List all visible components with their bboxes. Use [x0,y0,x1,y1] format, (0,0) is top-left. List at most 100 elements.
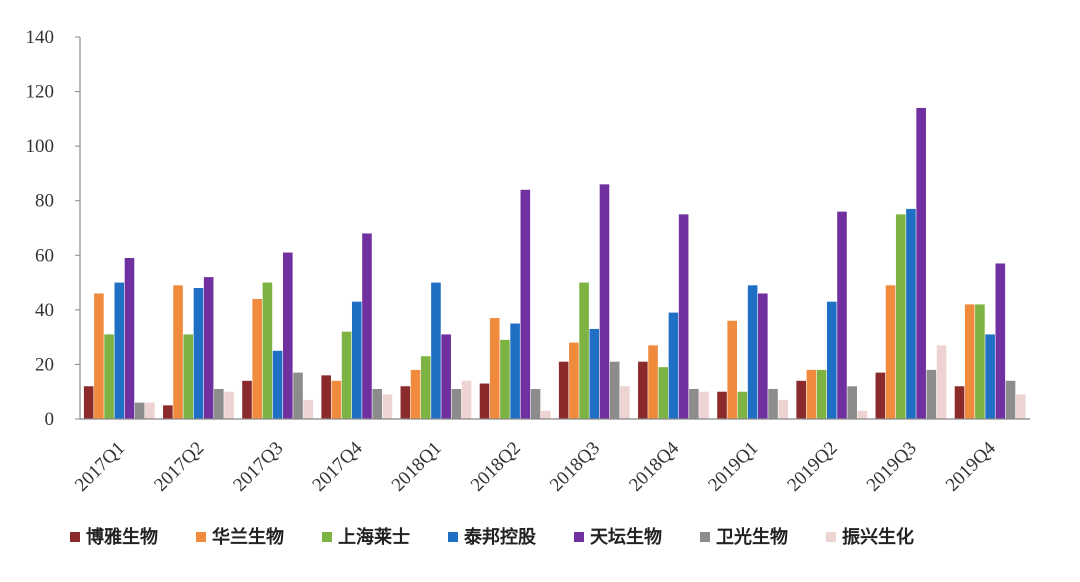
y-tick-label: 140 [26,27,55,48]
bar [451,388,462,419]
bar [272,350,283,419]
bar [431,282,441,419]
y-tick-label: 0 [45,409,55,430]
bar [995,263,1006,419]
bar [510,323,520,419]
bar [717,391,727,419]
x-tick-label: 2019Q1 [704,438,762,496]
bar [500,339,510,419]
bar [321,375,331,419]
bar [768,388,778,419]
bar [599,184,610,419]
bar [530,388,541,419]
bar [293,372,303,419]
bar [382,394,393,419]
x-tick-label: 2018Q2 [467,438,525,496]
bar [420,356,431,419]
bar [906,208,916,419]
x-tick-label: 2018Q3 [546,438,604,496]
legend-swatch [700,532,710,542]
x-tick-label: 2018Q1 [388,438,446,496]
y-axis: 0 20 40 60 80 100 120 140 [26,27,81,430]
x-tick-label: 2017Q3 [229,438,287,496]
bar [916,107,926,419]
bar [252,298,263,419]
bar [954,386,965,419]
bar [461,380,472,419]
bar [579,282,589,419]
bars [83,107,1026,419]
bar [847,386,857,419]
bar [479,383,490,419]
bar [540,410,551,419]
bar [926,369,937,419]
bar [806,369,817,419]
bar [114,282,125,419]
bar [816,369,827,419]
y-tick-label: 80 [35,191,54,212]
bar [214,388,224,419]
bar [173,285,183,419]
bar [936,345,947,419]
bar [124,258,135,419]
y-tick-label: 20 [35,354,54,375]
bar [826,301,837,419]
x-tick-label: 2017Q1 [71,438,129,496]
bar [372,388,382,419]
bar [303,399,314,419]
y-tick-label: 120 [26,82,55,103]
bar [857,410,868,419]
bar [145,402,155,419]
bar [134,402,145,419]
bar [441,334,451,419]
bar [341,331,352,419]
bar [609,361,620,419]
bar [351,301,362,419]
bar [648,345,658,419]
x-tick-label: 2019Q3 [863,438,921,496]
bar [520,189,531,419]
legend-label: 上海莱士 [338,526,410,548]
legend-label: 天坛生物 [590,526,662,548]
x-tick-label: 2017Q2 [150,438,208,496]
bar [658,367,669,419]
bar [224,391,234,419]
legend-label: 振兴生化 [842,526,914,548]
legend-swatch [196,532,206,542]
bar [193,288,204,419]
bar [885,285,896,419]
bar [975,304,985,419]
x-tick-label: 2019Q4 [942,437,1000,495]
bar [283,252,293,419]
legend-swatch [70,532,80,542]
bar [895,214,906,419]
bar [758,293,768,419]
x-tick-label: 2018Q4 [625,437,683,495]
bar [589,328,600,419]
bar [699,391,709,419]
bar [747,285,758,419]
bar [362,233,372,419]
legend: 博雅生物 华兰生物 上海莱士 泰邦控股 天坛生物 卫光生物 振兴生化 [70,526,914,548]
bar [985,334,995,419]
bar [558,361,569,419]
bar [163,405,173,419]
legend-swatch [448,532,458,542]
legend-swatch [574,532,584,542]
x-tick-label: 2017Q4 [308,437,366,495]
bar [727,320,738,419]
legend-label: 泰邦控股 [463,526,537,548]
bar [203,277,214,419]
bar [489,318,500,419]
y-tick-label: 40 [35,300,54,321]
x-tick-label: 2019Q2 [783,438,841,496]
bar [1015,394,1026,419]
bar [83,386,94,419]
bar [837,211,847,419]
bar [94,293,104,419]
bar [242,380,252,419]
bar [796,380,806,419]
legend-label: 博雅生物 [86,526,158,548]
bar [689,388,699,419]
